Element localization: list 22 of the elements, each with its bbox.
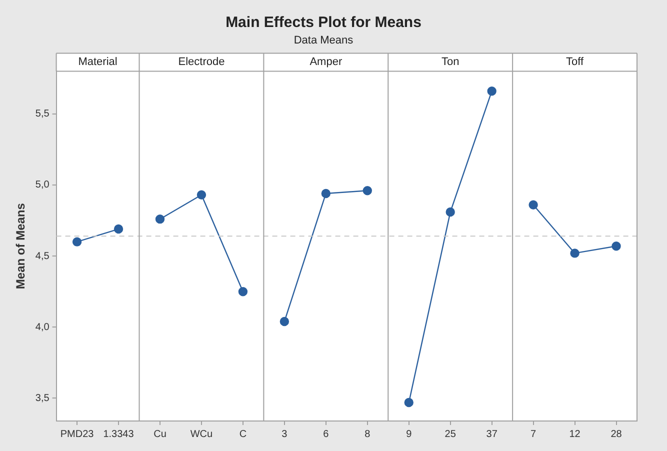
x-tick-label: C bbox=[239, 428, 247, 440]
x-tick-label: 3 bbox=[282, 428, 288, 440]
y-tick-label: 3,5 bbox=[35, 393, 50, 404]
x-tick-label: WCu bbox=[190, 428, 213, 440]
y-tick-label: 4,0 bbox=[35, 322, 50, 333]
y-tick-label: 4,5 bbox=[35, 250, 50, 262]
x-tick-label: 8 bbox=[364, 428, 371, 440]
x-tick-label: 25 bbox=[444, 428, 456, 440]
chart-subtitle: Data Means bbox=[294, 34, 354, 47]
y-tick-label: 5,5 bbox=[35, 108, 50, 120]
x-tick-label: 9 bbox=[406, 428, 412, 440]
x-tick-label: PMD23 bbox=[60, 428, 94, 440]
x-tick-label: 12 bbox=[569, 428, 581, 440]
y-axis-title: Mean of Means bbox=[14, 202, 28, 290]
chart-title: Main Effects Plot for Means bbox=[226, 14, 422, 32]
x-tick-label: 6 bbox=[323, 428, 330, 440]
x-tick-label: 7 bbox=[530, 428, 537, 440]
x-tick-label: 28 bbox=[610, 428, 622, 440]
x-tick-label: Cu bbox=[154, 428, 166, 440]
y-tick-label: 5,0 bbox=[35, 180, 50, 191]
x-tick-label: 1.3343 bbox=[103, 428, 134, 440]
x-tick-label: 37 bbox=[486, 428, 498, 440]
